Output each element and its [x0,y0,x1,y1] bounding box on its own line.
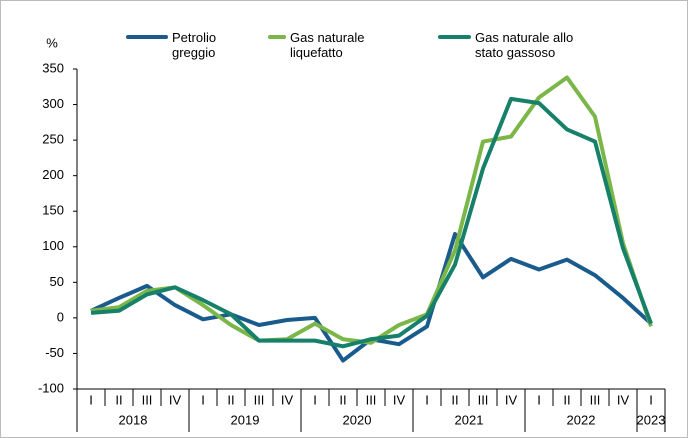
year-label: 2019 [231,412,260,427]
legend-label: Gas naturale allo stato gassoso [475,30,574,60]
y-tick-label: 0 [57,309,64,324]
year-label: 2018 [119,412,148,427]
x-tick-label: II [339,392,346,407]
x-tick-label: I [425,392,429,407]
y-tick-label: 150 [42,203,64,218]
year-label: 2020 [343,412,372,427]
x-tick-label: I [313,392,317,407]
y-tick-label: 350 [42,60,64,75]
y-axis-label: % [46,35,58,50]
x-tick-label: IV [169,392,182,407]
y-tick-label: 200 [42,167,64,182]
x-tick-label: III [590,392,601,407]
y-tick-label: 300 [42,96,64,111]
y-tick-label: -50 [45,345,64,360]
x-tick-label: III [254,392,265,407]
x-tick-label: II [451,392,458,407]
x-tick-label: I [537,392,541,407]
x-tick-label: IV [617,392,630,407]
x-tick-label: I [201,392,205,407]
series-line [90,96,653,349]
legend-label: Petrolio greggio [172,30,217,60]
x-tick-label: IV [281,392,294,407]
x-tick-label: III [366,392,377,407]
x-tick-label: II [115,392,122,407]
x-tick-label: I [89,392,93,407]
y-tick-label: 50 [50,274,64,289]
x-tick-label: III [478,392,489,407]
year-label: 2023 [637,412,666,427]
y-tick-label: -100 [38,380,64,395]
legend-label: Gas naturale liquefatto [290,30,365,60]
x-tick-label: I [649,392,653,407]
x-tick-label: IV [505,392,518,407]
x-tick-label: III [142,392,153,407]
year-label: 2021 [455,412,484,427]
x-tick-label: IV [393,392,406,407]
y-tick-label: 250 [42,132,64,147]
year-label: 2022 [567,412,596,427]
y-tick-label: 100 [42,238,64,253]
x-tick-label: II [563,392,570,407]
x-tick-label: II [227,392,234,407]
